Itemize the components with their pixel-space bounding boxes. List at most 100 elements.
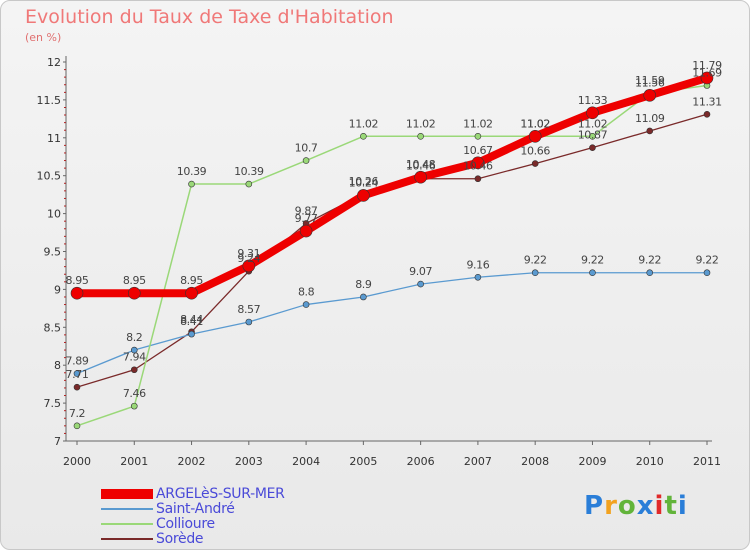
data-label-saint-andr-: 7.89: [66, 355, 89, 368]
data-label-saint-andr-: 9.16: [466, 258, 489, 271]
logo-letter: o: [617, 491, 637, 521]
data-point-argel-s-sur-mer: [700, 71, 714, 85]
proxiti-logo: Proxiti: [584, 491, 688, 521]
data-point-collioure: [589, 132, 596, 140]
data-point-saint-andr-: [646, 269, 654, 277]
data-label-argel-s-sur-mer: 8.95: [66, 274, 89, 287]
data-label-sor-de: 9.24: [237, 252, 260, 265]
data-point-argel-s-sur-mer: [185, 286, 198, 300]
logo-letter: i: [654, 491, 665, 521]
data-label-saint-andr-: 9.07: [409, 265, 432, 278]
data-point-saint-andr-: [589, 269, 596, 277]
data-point-saint-andr-: [360, 293, 367, 301]
legend-swatch: [101, 508, 153, 510]
data-point-argel-s-sur-mer: [414, 170, 427, 184]
data-label-argel-s-sur-mer: 8.95: [180, 274, 203, 287]
legend-swatch: [101, 489, 153, 499]
data-point-collioure: [474, 132, 482, 140]
data-point-saint-andr-: [703, 269, 711, 277]
data-label-saint-andr-: 8.9: [355, 278, 372, 291]
x-tick-label: 2011: [693, 455, 721, 468]
x-tick-label: 2010: [636, 455, 664, 468]
legend-swatch: [101, 523, 153, 525]
data-point-sor-de: [646, 127, 654, 135]
data-point-collioure: [360, 132, 367, 140]
data-point-saint-andr-: [188, 330, 195, 338]
y-tick-label: 11.5: [37, 94, 62, 107]
data-label-collioure: 11.59: [635, 74, 665, 87]
data-label-collioure: 11.69: [692, 66, 722, 79]
y-tick-label: 8.5: [44, 321, 62, 334]
chart-subtitle: (en %): [25, 31, 62, 44]
x-tick-label: 2002: [178, 455, 206, 468]
data-label-sor-de: 9.87: [295, 204, 318, 217]
data-label-collioure: 11.02: [349, 117, 379, 130]
logo-letter: r: [604, 491, 618, 521]
x-tick-label: 2006: [407, 455, 435, 468]
data-label-sor-de: 10.66: [520, 145, 550, 158]
data-point-argel-s-sur-mer: [70, 286, 84, 300]
data-label-sor-de: 7.71: [66, 368, 89, 381]
data-label-sor-de: 11.09: [635, 112, 665, 125]
data-point-argel-s-sur-mer: [299, 224, 313, 238]
data-point-sor-de: [531, 160, 539, 167]
data-label-argel-s-sur-mer: 10.48: [406, 158, 436, 171]
data-point-collioure: [73, 422, 81, 430]
data-point-collioure: [188, 180, 195, 188]
data-label-saint-andr-: 8.41: [180, 315, 203, 328]
data-label-saint-andr-: 9.22: [638, 254, 661, 267]
data-label-argel-s-sur-mer: 11.02: [520, 117, 550, 130]
data-point-saint-andr-: [130, 346, 138, 354]
legend-label: Collioure: [156, 516, 215, 532]
x-tick-label: 2005: [349, 455, 377, 468]
x-tick-label: 2001: [120, 455, 148, 468]
data-point-collioure: [302, 157, 310, 164]
y-tick-label: 9: [54, 283, 61, 296]
data-point-saint-andr-: [73, 370, 81, 377]
legend-label: Saint-André: [156, 501, 235, 517]
data-point-argel-s-sur-mer: [586, 106, 599, 120]
data-label-sor-de: 11.31: [692, 95, 722, 108]
y-tick-label: 10: [47, 208, 61, 221]
data-point-sor-de: [474, 175, 482, 183]
data-label-argel-s-sur-mer: 11.79: [692, 59, 722, 72]
data-label-argel-s-sur-mer: 11.33: [578, 94, 608, 107]
data-label-saint-andr-: 8.2: [126, 331, 142, 344]
data-label-argel-s-sur-mer: 8.95: [123, 274, 146, 287]
data-label-argel-s-sur-mer: 9.31: [237, 247, 260, 260]
y-tick-label: 9.5: [44, 246, 62, 259]
data-point-collioure: [417, 132, 424, 140]
data-point-argel-s-sur-mer: [242, 259, 256, 273]
data-label-collioure: 11.02: [520, 117, 550, 130]
y-tick-label: 10.5: [37, 170, 62, 183]
data-label-collioure: 11.02: [406, 117, 436, 130]
data-label-collioure: 10.39: [234, 165, 264, 178]
data-label-sor-de: 7.94: [123, 351, 146, 364]
y-tick-label: 11: [47, 132, 61, 145]
data-label-saint-andr-: 9.22: [696, 254, 719, 267]
data-label-collioure: 10.7: [295, 142, 318, 155]
logo-letter: i: [677, 491, 688, 521]
x-tick-label: 2004: [292, 455, 320, 468]
y-tick-label: 8: [54, 359, 61, 372]
y-tick-label: 7.5: [44, 397, 62, 410]
y-tick-label: 7: [54, 435, 61, 448]
data-label-argel-s-sur-mer: 10.67: [463, 144, 493, 157]
data-point-saint-andr-: [474, 273, 482, 281]
data-point-argel-s-sur-mer: [357, 189, 370, 202]
data-point-sor-de: [130, 366, 138, 374]
x-tick-label: 2009: [578, 455, 606, 468]
data-label-saint-andr-: 8.57: [237, 303, 260, 316]
legend-swatch: [101, 538, 153, 540]
logo-letter: t: [664, 491, 678, 521]
data-point-sor-de: [73, 383, 81, 391]
x-tick-label: 2003: [235, 455, 263, 468]
data-label-argel-s-sur-mer: 11.56: [635, 76, 665, 89]
data-label-sor-de: 10.26: [349, 175, 379, 188]
data-point-argel-s-sur-mer: [528, 129, 542, 143]
data-point-sor-de: [703, 111, 711, 118]
chart-title: Evolution du Taux de Taxe d'Habitation: [25, 6, 394, 28]
data-label-saint-andr-: 8.8: [298, 286, 315, 299]
